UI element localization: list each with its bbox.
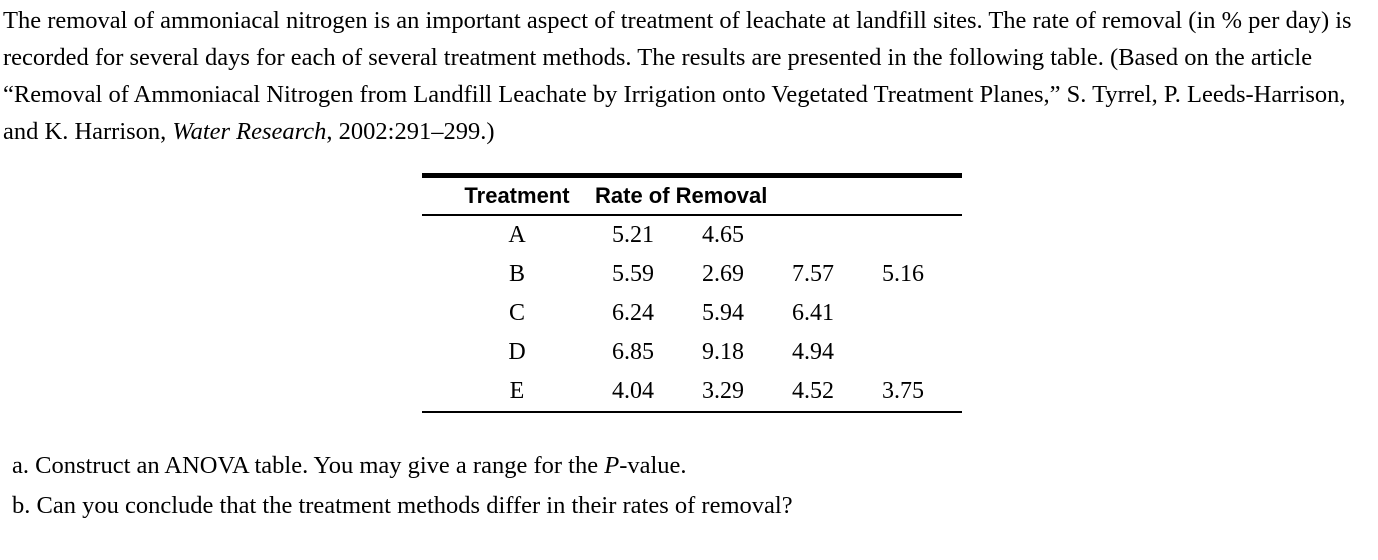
rate-value: 6.85 — [612, 339, 654, 365]
rate-value: 3.75 — [882, 378, 924, 404]
column-header-rate-of-removal: Rate of Removal — [595, 183, 768, 208]
problem-statement: The removal of ammoniacal nitrogen is an… — [3, 2, 1377, 150]
rate-value: 9.18 — [702, 339, 744, 365]
rate-value: 5.21 — [612, 222, 654, 248]
table-row-treatment-b: B 5.59 2.69 7.57 5.16 — [422, 255, 962, 294]
table-row-treatment-e: E 4.04 3.29 4.52 3.75 — [422, 372, 962, 411]
table-row-treatment-c: C 6.24 5.94 6.41 — [422, 294, 962, 333]
rate-value: 2.69 — [702, 261, 744, 287]
problem-statement-citation-end: , 2002:291–299.) — [326, 118, 495, 145]
table-row-treatment-a: A 5.21 4.65 — [422, 216, 962, 255]
treatment-label: A — [508, 222, 526, 248]
rate-value: 5.94 — [702, 300, 744, 326]
table-body: A 5.21 4.65 B 5.59 2.69 7.57 5.16 C 6.24… — [422, 216, 962, 413]
rate-value: 5.16 — [882, 261, 924, 287]
table-header-row: Treatment Rate of Removal — [422, 173, 962, 216]
rate-value: 4.94 — [792, 339, 834, 365]
question-b: b. Can you conclude that the treatment m… — [12, 492, 1362, 519]
rate-value: 4.52 — [792, 378, 834, 404]
rate-value: 5.59 — [612, 261, 654, 287]
rate-value: 4.04 — [612, 378, 654, 404]
column-header-treatment: Treatment — [464, 183, 570, 208]
rate-value: 6.24 — [612, 300, 654, 326]
question-list: a. Construct an ANOVA table. You may giv… — [12, 452, 1362, 532]
journal-title: Water Research — [172, 118, 327, 145]
question-a: a. Construct an ANOVA table. You may giv… — [12, 452, 1362, 479]
problem-statement-text: The removal of ammoniacal nitrogen is an… — [3, 7, 1352, 145]
question-a-pvalue-italic: P — [604, 452, 620, 479]
rate-value: 6.41 — [792, 300, 834, 326]
question-b-label: b. — [12, 492, 31, 519]
question-a-text-end: -value. — [619, 452, 687, 479]
table-row-treatment-d: D 6.85 9.18 4.94 — [422, 333, 962, 372]
question-a-text: Construct an ANOVA table. You may give a… — [35, 452, 605, 479]
treatment-label: D — [508, 339, 526, 365]
rate-value: 7.57 — [792, 261, 834, 287]
treatment-label: E — [509, 378, 525, 404]
treatment-label: B — [508, 261, 525, 287]
question-a-label: a. — [12, 452, 29, 479]
question-b-text: Can you conclude that the treatment meth… — [36, 492, 793, 519]
rate-value: 3.29 — [702, 378, 744, 404]
treatment-label: C — [508, 300, 525, 326]
rate-value: 4.65 — [702, 222, 744, 248]
rate-of-removal-table: Treatment Rate of Removal A 5.21 4.65 B … — [422, 173, 962, 413]
